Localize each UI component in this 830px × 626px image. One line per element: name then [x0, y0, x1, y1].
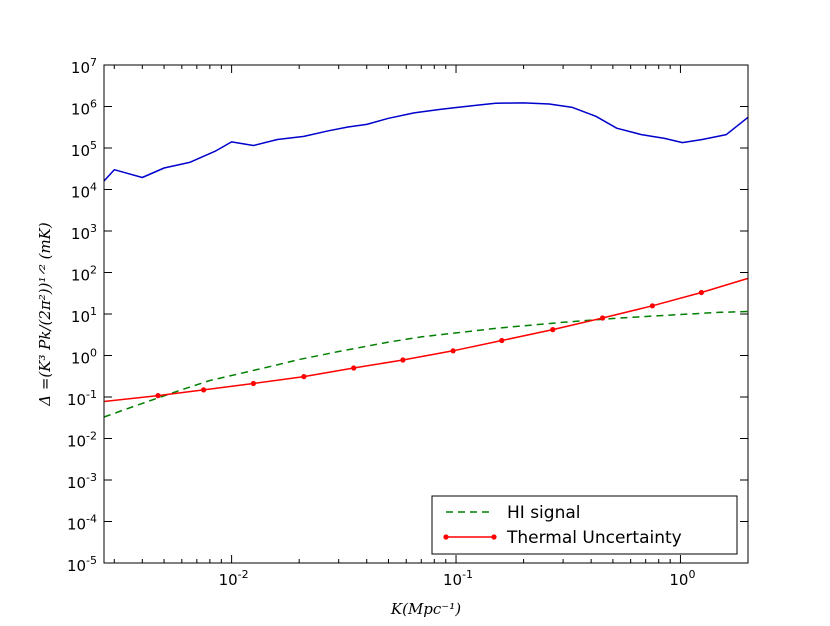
- thermal-uncertainty-point: [698, 289, 705, 296]
- ticks-layer: [104, 64, 749, 564]
- legend: HI signal Thermal Uncertainty: [431, 495, 738, 555]
- thermal-uncertainty-point: [550, 327, 556, 333]
- y-tick-label: 106: [71, 98, 97, 119]
- thermal-uncertainty-point: [301, 374, 307, 380]
- x-tick-label: 10-1: [443, 568, 473, 589]
- thermal-uncertainty-point: [250, 380, 256, 387]
- thermal-uncertainty-point: [400, 357, 406, 363]
- series-layer: [103, 102, 749, 418]
- y-tick-label: 102: [71, 264, 97, 285]
- thermal-uncertainty-point: [649, 303, 656, 309]
- series-0-line: [103, 102, 749, 182]
- x-tick-label: 100: [669, 568, 695, 589]
- y-tick-label: 10-2: [67, 430, 97, 451]
- plot-frame: [103, 64, 749, 564]
- thermal-uncertainty-point: [450, 348, 456, 354]
- thermal-uncertainty-point: [600, 315, 606, 321]
- legend-marker-thermal-right: [491, 534, 497, 540]
- thermal-uncertainty-point: [499, 337, 505, 344]
- y-tick-label: 10-3: [67, 471, 97, 492]
- y-tick-label: 100: [71, 347, 97, 368]
- y-tick-label: 107: [71, 56, 97, 77]
- y-tick-labels: 10-5 10-4 10-3 10-2 10-1 100 101 102 103 104 105 10…: [67, 56, 97, 575]
- hi-signal-line: [103, 310, 749, 418]
- y-tick-label: 103: [71, 222, 97, 243]
- thermal-uncertainty-line: [103, 277, 749, 403]
- y-tick-label: 101: [71, 305, 97, 326]
- legend-label-thermal-uncertainty: Thermal Uncertainty: [506, 528, 682, 548]
- y-tick-label: 10-5: [67, 554, 97, 575]
- thermal-uncertainty-point: [351, 365, 357, 371]
- x-axis-label: K(Mpc⁻¹): [390, 600, 461, 618]
- legend-box: [431, 495, 738, 555]
- x-tick-label: 10-2: [219, 568, 249, 589]
- y-tick-label: 10-1: [67, 388, 97, 409]
- y-axis-label: Δ =(K³ Pk/(2π²))¹ᐟ² (mK): [36, 222, 54, 407]
- x-tick-labels: 10-2 10-1 100: [219, 568, 696, 589]
- legend-label-hi-signal: HI signal: [507, 503, 581, 523]
- y-tick-label: 10-4: [67, 513, 97, 534]
- legend-marker-thermal-left: [443, 534, 449, 540]
- y-tick-label: 105: [71, 139, 97, 160]
- thermal-uncertainty-point: [155, 393, 161, 399]
- y-tick-label: 104: [71, 181, 97, 202]
- thermal-uncertainty-point: [201, 387, 207, 393]
